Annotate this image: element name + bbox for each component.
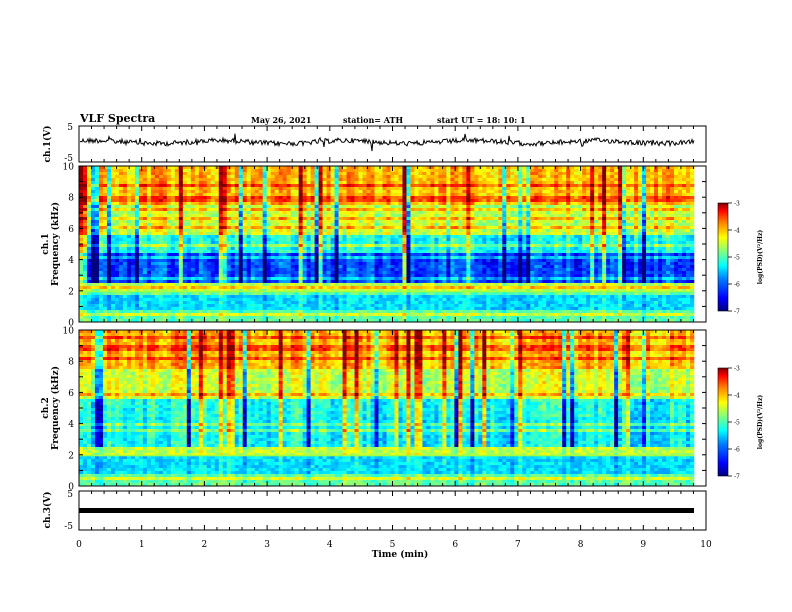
ch2-colorbar-tick--6: -6 (734, 447, 740, 454)
time-tick-10: 10 (700, 540, 712, 550)
ch1-colorbar: -3 -4 -5 -6 -7 log(PSD)(V²/Hz) (717, 201, 764, 316)
date-label: May 26, 2021 (251, 115, 312, 125)
ch2-colorbar-tick--3: -3 (734, 366, 740, 373)
ch2-colorbar-tick--7: -7 (734, 474, 740, 481)
ch1-ytick-5: 5 (67, 123, 73, 133)
ch2-freq-ytick-4: 4 (68, 420, 74, 430)
green-band (79, 454, 694, 457)
ch3-waveform-trace (79, 508, 694, 513)
ch1-waveform-line (79, 133, 695, 152)
ch1-freq-ytick-10: 10 (63, 163, 75, 173)
ch3-ytick-minus5: -5 (64, 522, 73, 532)
ch1-freq-ytick-0: 0 (68, 319, 74, 329)
time-tick-7: 7 (515, 540, 521, 550)
time-tick-4: 4 (327, 540, 333, 550)
ch1-freq-ytick-6: 6 (68, 225, 74, 235)
ch2-colorbar-gradient (717, 367, 729, 477)
ch1-spectrogram-channel-label: ch.1 (41, 233, 51, 254)
ch2-frequency-axis-label: Frequency (kHz) (50, 366, 61, 450)
time-tick-3: 3 (264, 540, 270, 550)
ch1-frequency-axis-label: Frequency (kHz) (50, 202, 61, 286)
ch2-colorbar-tick--5: -5 (734, 420, 740, 427)
ch3-ytick-5: 5 (67, 490, 73, 500)
ch2-freq-ytick-2: 2 (68, 451, 74, 461)
time-tick-2: 2 (202, 540, 208, 550)
ch1-freq-ytick-4: 4 (68, 256, 74, 266)
ch1-colorbar-tick--3: -3 (734, 201, 740, 208)
time-tick-9: 9 (640, 540, 646, 550)
ch1-colorbar-tick--4: -4 (734, 228, 740, 235)
ch1-freq-ytick-8: 8 (68, 194, 74, 204)
green-band (79, 290, 694, 293)
ch2-spectrogram-image (79, 330, 695, 487)
chart-title: VLF Spectra (80, 112, 156, 125)
ch1-waveform-ylabel: ch.1(V) (42, 126, 53, 163)
ch2-freq-ytick-0: 0 (68, 483, 74, 493)
ch1-freq-ytick-2: 2 (68, 287, 74, 297)
ch1-colorbar-tick--7: -7 (734, 309, 740, 316)
ch1-colorbar-label: log(PSD)(V²/Hz) (757, 230, 764, 285)
station-label: station= ATH (343, 115, 404, 125)
ch1-ytick-minus5: -5 (64, 154, 73, 164)
ch2-colorbar: -3 -4 -5 -6 -7 log(PSD)(V²/Hz) (717, 366, 764, 481)
ch3-waveform-panel: 5 -5 ch.3(V) 0 1 2 3 4 5 6 7 8 9 10 Time (min) (42, 490, 712, 560)
ch2-freq-ytick-6: 6 (68, 389, 74, 399)
ch1-colorbar-tick--5: -5 (734, 255, 740, 262)
time-tick-0: 0 (76, 540, 82, 550)
ch1-spectrogram-panel: 0 2 4 6 8 10 ch.1 Frequency (kHz) (41, 163, 707, 329)
time-tick-1: 1 (139, 540, 145, 550)
time-tick-6: 6 (452, 540, 458, 550)
time-tick-8: 8 (578, 540, 584, 550)
time-tick-5: 5 (390, 540, 396, 550)
ch2-spectrogram-channel-label: ch.2 (41, 397, 51, 418)
ch1-colorbar-gradient (717, 202, 729, 312)
ch3-waveform-ylabel: ch.3(V) (42, 492, 53, 529)
ch1-colorbar-tick--6: -6 (734, 282, 740, 289)
ch2-colorbar-tick--4: -4 (734, 393, 740, 400)
ch2-freq-ytick-10: 10 (63, 327, 75, 337)
ch2-freq-ytick-8: 8 (68, 358, 74, 368)
ch1-spectrogram-image (79, 166, 695, 323)
ch2-colorbar-label: log(PSD)(V²/Hz) (757, 395, 764, 450)
ch1-waveform-panel: 5 -5 ch.1(V) (42, 123, 707, 164)
ch2-spectrogram-panel: 0 2 4 6 8 10 ch.2 Frequency (kHz) (41, 327, 707, 493)
start-time-label: start UT = 18: 10: 1 (437, 115, 526, 125)
time-axis-label: Time (min) (372, 549, 429, 560)
